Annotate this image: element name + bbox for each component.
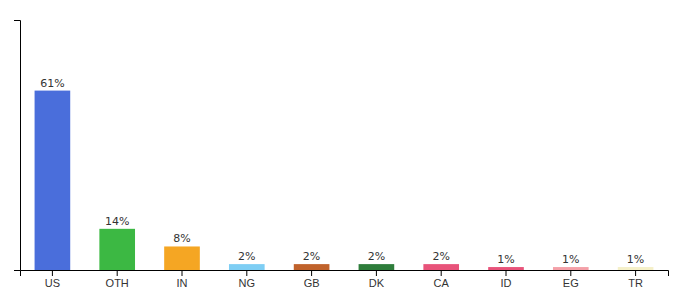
chart: US OTH IN NG GB DK CA ID EG TR 61% 14% 8% 2% 2% 2% 2% 1% 1… [0, 0, 680, 300]
x-tick-label: NG [239, 277, 256, 289]
bar [229, 264, 265, 270]
data-label: 14% [105, 215, 129, 228]
data-label: 1% [627, 253, 644, 266]
x-tick-mark [117, 270, 118, 276]
bar [164, 246, 200, 270]
bar [423, 264, 459, 270]
x-tick-mark [52, 270, 53, 276]
bar [359, 264, 395, 270]
x-tick-label: IN [177, 277, 188, 289]
x-tick-mark [311, 270, 312, 276]
y-axis-line [14, 21, 21, 271]
bar [553, 267, 589, 270]
x-tick-mark [570, 270, 571, 276]
x-tick-label: GB [304, 277, 320, 289]
x-tick: EG [563, 270, 579, 289]
x-tick: ID [501, 270, 512, 289]
x-tick-mark [376, 270, 377, 276]
bars [35, 91, 654, 270]
y-axis [14, 21, 21, 271]
x-axis: US OTH IN NG GB DK CA ID EG TR [21, 270, 669, 289]
x-tick: OTH [106, 270, 129, 289]
x-tick: US [45, 270, 60, 289]
x-tick-label: CA [434, 277, 450, 289]
data-labels: 61% 14% 8% 2% 2% 2% 2% 1% 1% 1% [40, 77, 644, 266]
data-label: 2% [432, 250, 449, 263]
x-tick-mark [441, 270, 442, 276]
data-label: 8% [173, 232, 190, 245]
x-tick-label: OTH [106, 277, 129, 289]
data-label: 2% [238, 250, 255, 263]
x-tick-mark [182, 270, 183, 276]
x-tick-label: US [45, 277, 60, 289]
x-tick: TR [628, 270, 643, 289]
x-tick-label: ID [501, 277, 512, 289]
data-label: 2% [303, 250, 320, 263]
data-label: 1% [562, 253, 579, 266]
x-tick-label: TR [628, 277, 643, 289]
x-tick: GB [304, 270, 320, 289]
x-tick: CA [434, 270, 450, 289]
x-tick-mark [635, 270, 636, 276]
x-tick-mark [506, 270, 507, 276]
x-axis-line [21, 271, 669, 277]
x-tick-label: DK [369, 277, 385, 289]
data-label: 61% [40, 77, 64, 90]
x-tick-mark [246, 270, 247, 276]
x-tick-label: EG [563, 277, 579, 289]
x-tick: IN [177, 270, 188, 289]
bar [35, 91, 71, 270]
bar [294, 264, 330, 270]
bar [99, 229, 135, 270]
x-tick: NG [239, 270, 256, 289]
data-label: 1% [497, 253, 514, 266]
bar [618, 267, 654, 270]
bar [488, 267, 524, 270]
x-tick: DK [369, 270, 385, 289]
data-label: 2% [368, 250, 385, 263]
plot: US OTH IN NG GB DK CA ID EG TR 61% 14% 8% 2% 2% 2% 2% 1% 1… [14, 21, 669, 289]
